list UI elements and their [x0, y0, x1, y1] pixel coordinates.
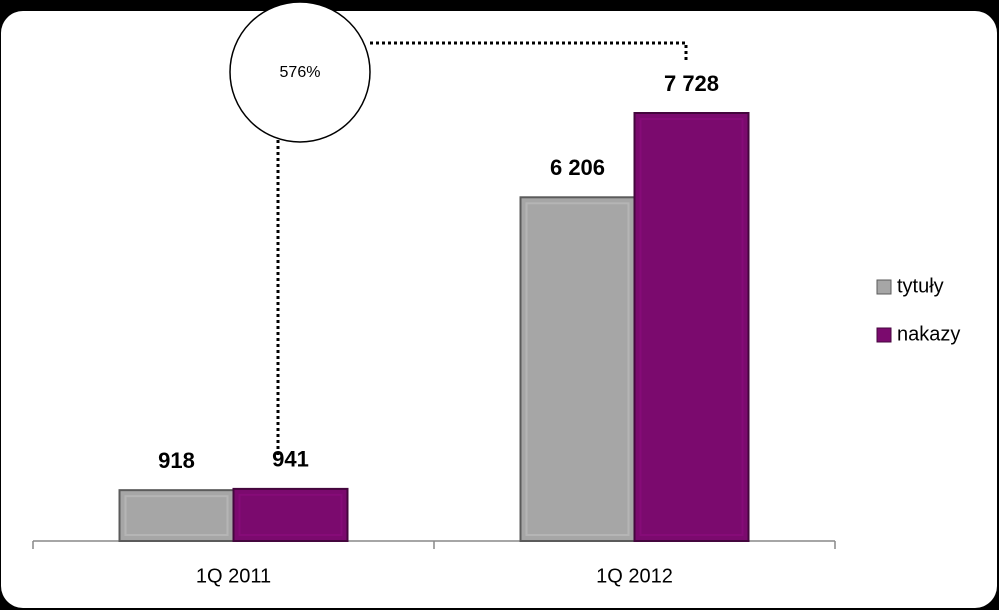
value-label: 941	[272, 447, 309, 472]
bar	[118, 489, 235, 542]
value-label: 7 728	[664, 71, 719, 96]
bar	[633, 112, 750, 542]
x-tick-label: 1Q 2011	[196, 565, 271, 587]
value-label: 6 206	[550, 155, 605, 180]
legend-label: nakazy	[897, 323, 960, 345]
annotation-circle	[229, 1, 371, 143]
bar-bevel	[525, 202, 630, 536]
bar-bevel	[124, 495, 229, 536]
bar	[232, 487, 349, 543]
annotation: 576%	[280, 64, 321, 81]
legend-label: tytuły	[897, 275, 944, 297]
legend-swatch	[876, 327, 892, 343]
x-tick-label: 1Q 2012	[596, 565, 673, 587]
bar-bevel	[238, 493, 343, 537]
bar-bevel	[639, 118, 744, 536]
legend-swatch	[876, 279, 892, 295]
bar	[519, 196, 636, 542]
value-label: 918	[158, 448, 195, 473]
